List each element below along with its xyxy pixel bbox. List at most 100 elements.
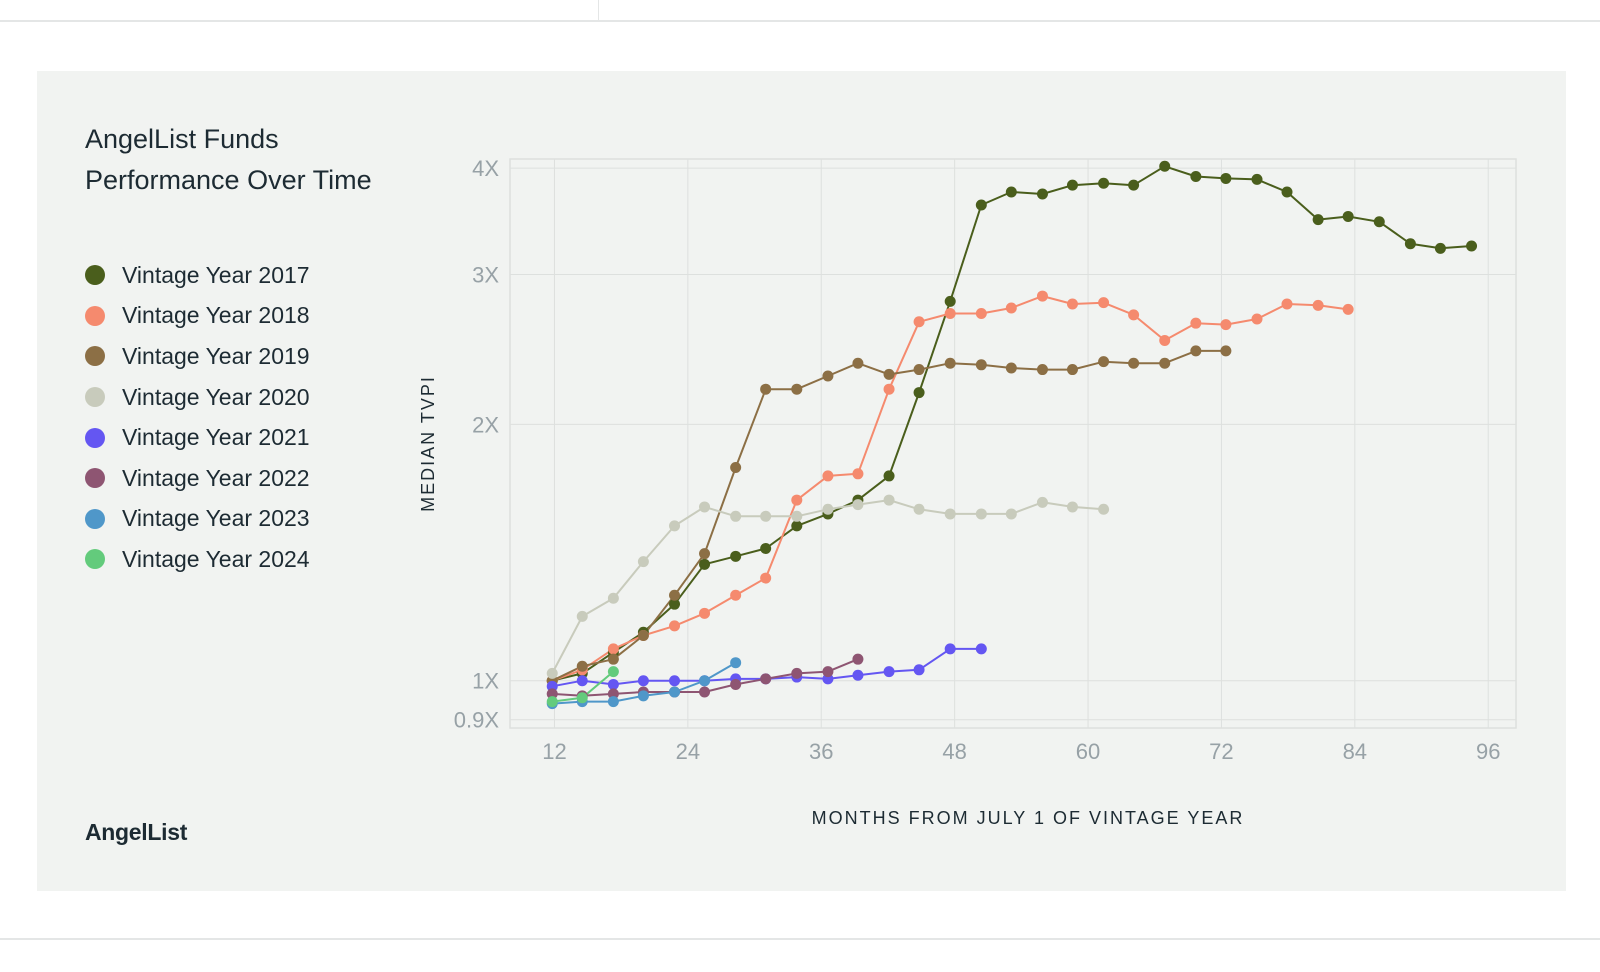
vintage-year-2019-point-5	[699, 548, 711, 560]
legend-label: Vintage Year 2021	[122, 424, 310, 451]
vintage-year-2023-point-6	[730, 657, 742, 669]
vintage-year-2021-point-0	[546, 680, 558, 692]
vintage-year-2019-point-8	[791, 383, 803, 395]
vintage-year-2019-point-15	[1005, 362, 1017, 374]
vintage-year-2020-point-4	[669, 520, 681, 532]
vintage-year-2020-point-8	[791, 510, 803, 522]
vintage-year-2019-point-16	[1036, 364, 1048, 376]
vintage-year-2022-point-7	[760, 673, 772, 685]
vintage-year-2017-point-15	[1005, 186, 1017, 198]
vintage-year-2020-point-1	[576, 610, 588, 622]
vintage-year-2018-point-12	[913, 316, 925, 328]
x-tick-label-5: 72	[1209, 739, 1233, 764]
vintage-year-2024-point-1	[576, 692, 588, 704]
vintage-year-2019-point-14	[975, 359, 987, 371]
vintage-year-2022-point-2	[607, 688, 619, 700]
vintage-year-2017-point-21	[1190, 171, 1202, 183]
vintage-year-2023-point-4	[669, 686, 681, 698]
vintage-year-2021-point-2	[607, 678, 619, 690]
vintage-year-2018-point-11	[883, 383, 895, 395]
vintage-year-2019-point-18	[1098, 356, 1110, 368]
vintage-year-2020-point-5	[699, 501, 711, 513]
vintage-year-2022-point-5	[699, 686, 711, 698]
x-tick-label-4: 60	[1076, 739, 1100, 764]
vintage-year-2017-point-26	[1342, 210, 1354, 222]
vintage-year-2020-point-2	[607, 592, 619, 604]
legend-item-vintage-year-2017: Vintage Year 2017	[85, 255, 310, 296]
x-tick-label-3: 48	[942, 739, 966, 764]
vintage-year-2020-point-11	[883, 494, 895, 506]
vintage-year-2018-point-20	[1159, 334, 1171, 346]
vintage-year-2018-point-19	[1128, 309, 1140, 321]
vintage-year-2019-point-21	[1190, 345, 1202, 357]
vintage-year-2018-point-9	[822, 470, 834, 482]
y-tick-label-0: 0.9X	[454, 708, 500, 733]
legend-item-vintage-year-2022: Vintage Year 2022	[85, 458, 310, 499]
vintage-year-2021-point-10	[852, 669, 864, 681]
vintage-year-2018-point-16	[1036, 290, 1048, 302]
legend-dot-icon	[85, 427, 105, 448]
vintage-year-2017-point-6	[730, 550, 742, 562]
vintage-year-2019-point-20	[1159, 357, 1171, 369]
legend-dot-icon	[85, 265, 105, 286]
brand-logo: AngelList	[85, 819, 188, 845]
legend-label: Vintage Year 2022	[122, 464, 310, 491]
y-tick-label-2: 2X	[472, 412, 499, 437]
vintage-year-2018-point-17	[1066, 298, 1078, 310]
legend-dot-icon	[85, 387, 105, 408]
vintage-year-2017-point-18	[1098, 177, 1110, 189]
legend-label: Vintage Year 2017	[122, 261, 310, 288]
vintage-year-2022-point-6	[730, 678, 742, 690]
vintage-year-2017-point-11	[883, 470, 895, 482]
y-axis-label: MEDIAN TVPI	[418, 375, 438, 512]
vintage-year-2023-point-5	[699, 675, 711, 687]
x-axis-label: MONTHS FROM JULY 1 OF VINTAGE YEAR	[812, 808, 1245, 828]
vintage-year-2018-point-18	[1098, 297, 1110, 309]
vintage-year-2017-point-7	[760, 542, 772, 554]
vintage-year-2018-point-25	[1312, 299, 1324, 311]
legend-dot-icon	[85, 549, 105, 570]
chart-title-line-2: Performance Over Time	[85, 165, 372, 195]
y-tick-label-4: 4X	[472, 156, 499, 181]
vintage-year-2018-point-4	[669, 620, 681, 632]
vintage-year-2017-point-14	[975, 199, 987, 211]
vintage-year-2019-point-13	[944, 357, 956, 369]
x-tick-label-2: 36	[809, 739, 833, 764]
vintage-year-2019-point-4	[669, 589, 681, 601]
vintage-year-2017-point-30	[1466, 240, 1478, 252]
vintage-year-2023-point-3	[637, 690, 649, 702]
vintage-year-2020-point-16	[1036, 496, 1048, 508]
vintage-year-2018-point-13	[944, 307, 956, 319]
vintage-year-2022-point-8	[791, 667, 803, 679]
legend-label: Vintage Year 2020	[122, 383, 310, 410]
vintage-year-2021-point-1	[576, 675, 588, 687]
y-tick-label-1: 1X	[472, 669, 499, 694]
vintage-year-2018-point-22	[1220, 319, 1232, 331]
vintage-year-2019-point-17	[1066, 364, 1078, 376]
vintage-year-2018-point-24	[1281, 298, 1293, 310]
vintage-year-2017-point-16	[1036, 188, 1048, 200]
vintage-year-2018-point-15	[1005, 302, 1017, 314]
vintage-year-2019-point-11	[883, 368, 895, 380]
vintage-year-2018-point-2	[607, 643, 619, 655]
vintage-year-2017-line	[551, 165, 1472, 682]
legend-item-vintage-year-2024: Vintage Year 2024	[85, 539, 310, 580]
vintage-year-2020-point-14	[975, 508, 987, 520]
legend-label: Vintage Year 2018	[122, 302, 310, 329]
vintage-year-2017-point-12	[913, 387, 925, 399]
legend-label: Vintage Year 2019	[122, 342, 310, 369]
vintage-year-2017-point-19	[1128, 179, 1140, 191]
x-tick-label-7: 96	[1476, 739, 1500, 764]
vintage-year-2019-line	[551, 349, 1226, 682]
legend-item-vintage-year-2023: Vintage Year 2023	[85, 499, 310, 540]
vintage-year-2018-point-14	[975, 307, 987, 319]
legend-dot-icon	[85, 305, 105, 326]
top-border	[0, 20, 1600, 22]
vintage-year-2024-point-2	[607, 666, 619, 678]
vintage-year-2019-point-6	[730, 462, 742, 474]
vintage-year-2017-point-28	[1404, 238, 1416, 250]
vintage-year-2017-point-22	[1220, 172, 1232, 184]
vintage-year-2021-point-11	[883, 666, 895, 678]
vintage-year-2022-point-10	[852, 653, 864, 665]
